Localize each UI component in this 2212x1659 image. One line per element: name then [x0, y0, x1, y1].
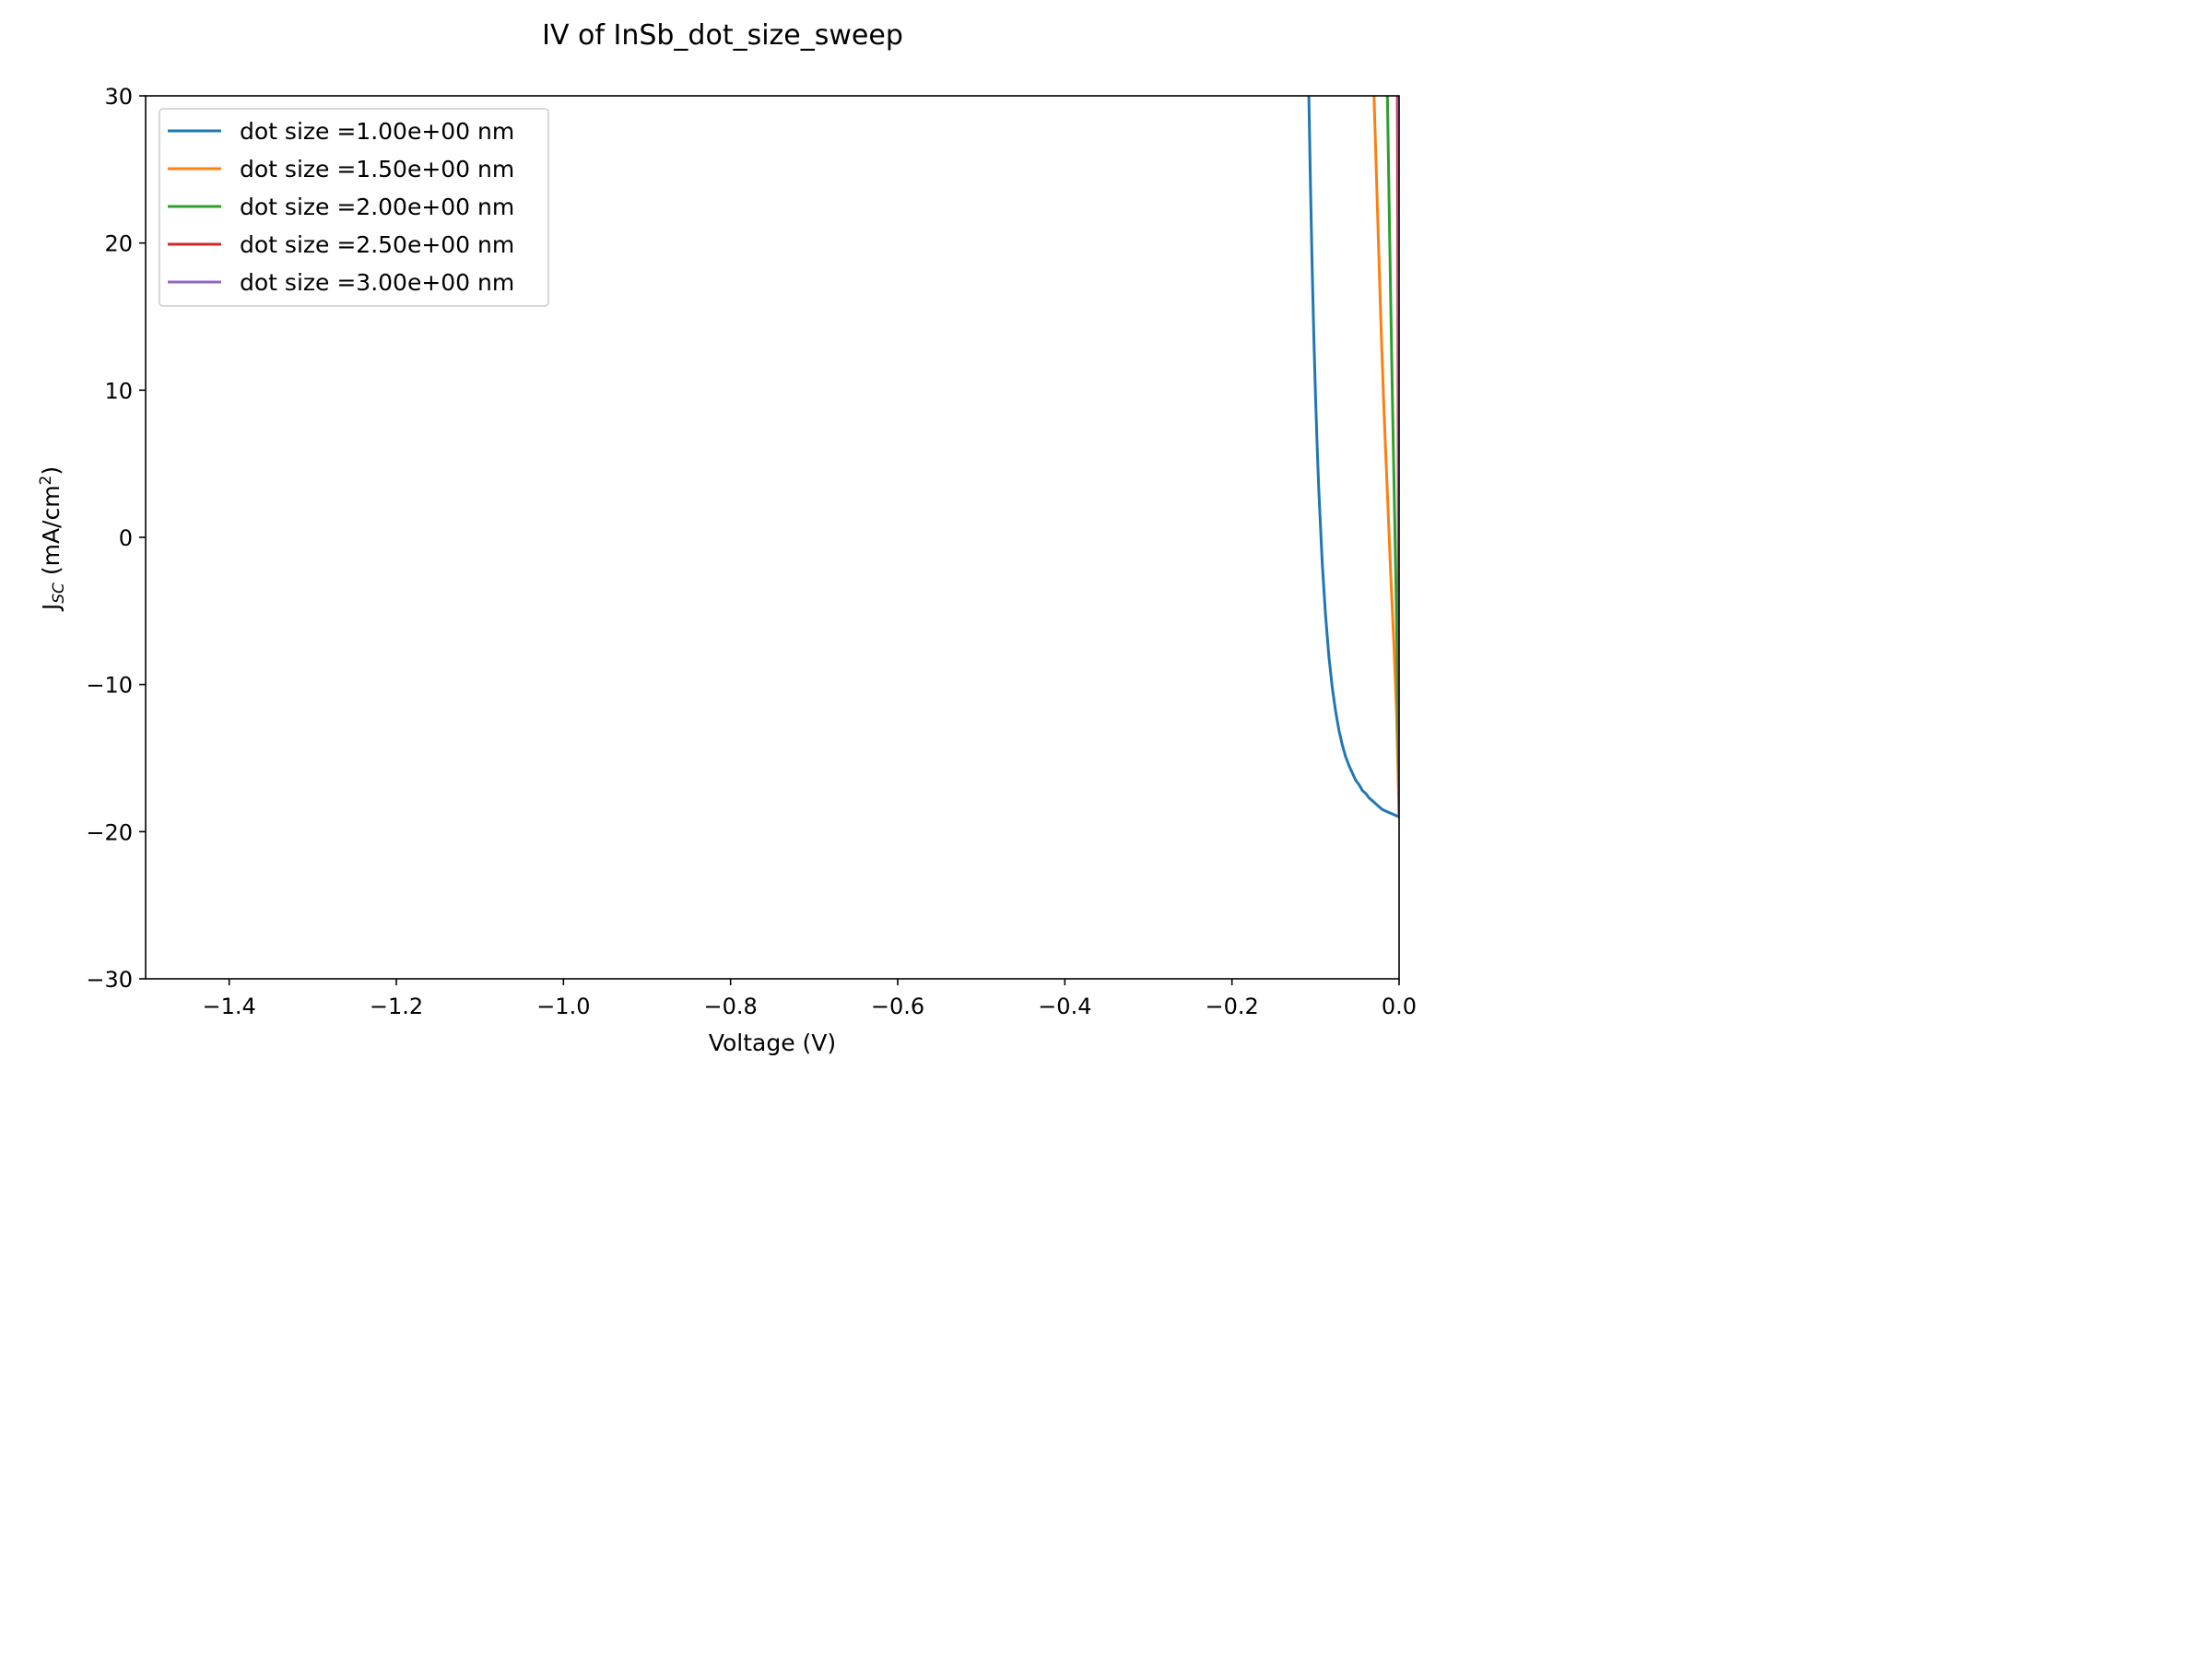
x-tick-label: −0.6	[871, 994, 924, 1019]
legend-label-5: dot size =3.00e+00 nm	[240, 269, 514, 296]
y-tick-label: 10	[104, 378, 133, 404]
y-axis-label-close: )	[38, 466, 65, 476]
x-tick-label: 0.0	[1382, 994, 1417, 1019]
y-axis-label-superscript: 2	[37, 476, 55, 486]
x-tick-label: −0.8	[704, 994, 758, 1019]
iv-chart: IV of InSb_dot_size_sweep −1.4 −1.2 −1.0 −0…	[37, 19, 1417, 1056]
y-tick-label: −30	[86, 967, 133, 993]
y-axis-ticks: −30 −20 −10 0 10 20 30	[86, 84, 146, 993]
series-line-2	[1372, 96, 1399, 818]
legend-label-4: dot size =2.50e+00 nm	[240, 231, 514, 258]
legend: dot size =1.00e+00 nm dot size =1.50e+00 …	[159, 108, 549, 307]
chart-title: IV of InSb_dot_size_sweep	[542, 19, 903, 52]
series-line-1	[1307, 96, 1399, 818]
y-axis-label-main: J	[38, 604, 65, 612]
y-axis-label: JSC (mA/cm2)	[37, 466, 68, 612]
series-layer	[1307, 96, 1399, 818]
legend-label-1: dot size =1.00e+00 nm	[240, 118, 514, 145]
y-tick-label: 30	[104, 84, 133, 110]
y-axis-label-unit: (mA/cm	[38, 485, 65, 582]
y-tick-label: −10	[86, 673, 133, 699]
x-tick-label: −1.4	[203, 994, 256, 1019]
x-tick-label: −1.2	[370, 994, 423, 1019]
y-tick-label: 0	[119, 525, 133, 551]
legend-label-2: dot size =1.50e+00 nm	[240, 156, 514, 182]
legend-box	[159, 108, 549, 307]
legend-label-3: dot size =2.00e+00 nm	[240, 194, 514, 220]
x-tick-label: −1.0	[536, 994, 590, 1019]
x-tick-label: −0.2	[1206, 994, 1259, 1019]
y-tick-label: 20	[104, 231, 133, 257]
x-axis-label: Voltage (V)	[709, 1030, 836, 1056]
x-axis-ticks: −1.4 −1.2 −1.0 −0.8 −0.6 −0.4 −0.2 0.0	[203, 979, 1417, 1019]
y-tick-label: −20	[86, 819, 133, 845]
x-tick-label: −0.4	[1038, 994, 1091, 1019]
y-axis-label-subscript: SC	[50, 582, 68, 604]
